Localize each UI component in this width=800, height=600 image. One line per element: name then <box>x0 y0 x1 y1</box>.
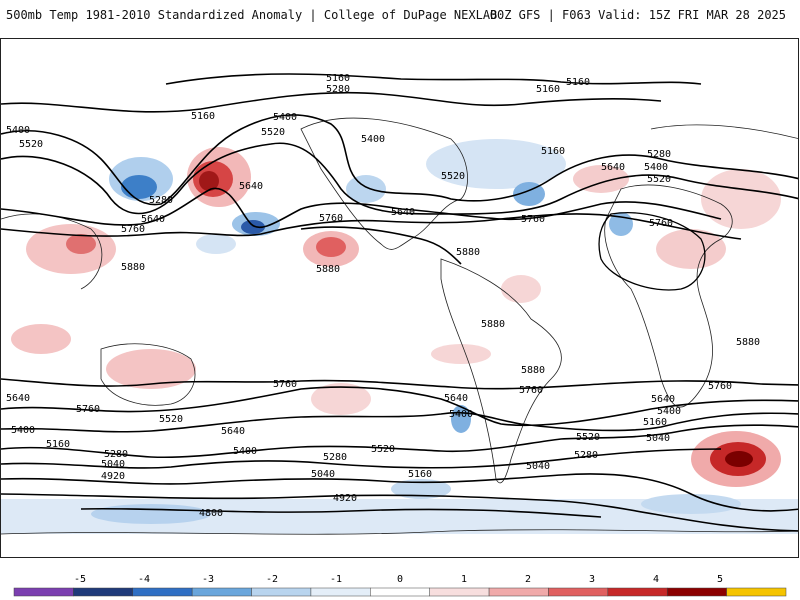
contour-label: 5520 <box>441 171 465 182</box>
contour-label: 5760 <box>273 379 297 390</box>
contour-label: 5160 <box>541 146 565 157</box>
contour-label: 5640 <box>221 426 245 437</box>
contour-label: 5640 <box>444 393 468 404</box>
contour-label: 5640 <box>601 162 625 173</box>
contour-label: 5160 <box>643 417 667 428</box>
contour-label: 5160 <box>408 469 432 480</box>
contour-label: 5640 <box>6 393 30 404</box>
colorbar-tick: -1 <box>330 574 342 585</box>
contour-label: 5520 <box>261 127 285 138</box>
contour-label: 5640 <box>239 181 263 192</box>
colorbar-swatch <box>488 587 549 597</box>
contour-label: 5280 <box>574 450 598 461</box>
contour-label: 5880 <box>521 365 545 376</box>
colorbar-tick: -2 <box>266 574 278 585</box>
colorbar-tick: 2 <box>525 574 531 585</box>
contour-label: 5400 <box>6 125 30 136</box>
contour-label: 5040 <box>646 433 670 444</box>
colorbar-swatch <box>251 587 312 597</box>
colorbar-swatch <box>191 587 252 597</box>
contour-label: 5160 <box>191 111 215 122</box>
contour-label: 5520 <box>19 139 43 150</box>
contour-label: 5880 <box>121 262 145 273</box>
contour-label: 5400 <box>449 409 473 420</box>
colorbar-tick: 3 <box>589 574 595 585</box>
contour-label: 5280 <box>149 195 173 206</box>
contour-label: 5640 <box>391 207 415 218</box>
colorbar-tick: 1 <box>461 574 467 585</box>
colorbar-swatch <box>310 587 371 597</box>
contour-label: 5280 <box>104 449 128 460</box>
contour-label: 5880 <box>736 337 760 348</box>
colorbar-swatches <box>13 587 787 597</box>
colorbar-swatch <box>548 587 609 597</box>
colorbar-tick: 0 <box>397 574 403 585</box>
contour-label: 5400 <box>233 446 257 457</box>
positive-anomaly-shading <box>11 147 781 487</box>
contour-label: 5400 <box>273 112 297 123</box>
contour-label: 5520 <box>159 414 183 425</box>
title-bar: 500mb Temp 1981-2010 Standardized Anomal… <box>0 0 800 38</box>
contour-label: 5520 <box>371 444 395 455</box>
contour-label: 5400 <box>657 406 681 417</box>
contour-label: 5400 <box>11 425 35 436</box>
contour-label: 5520 <box>576 432 600 443</box>
contour-label: 5160 <box>46 439 70 450</box>
contour-label: 5040 <box>311 469 335 480</box>
contour-label: 5880 <box>481 319 505 330</box>
contour-label: 5640 <box>651 394 675 405</box>
colorbar-swatch <box>726 587 787 597</box>
contour-label: 5400 <box>361 134 385 145</box>
map-title: 500mb Temp 1981-2010 Standardized Anomal… <box>6 8 498 22</box>
contour-label: 5040 <box>101 459 125 470</box>
contour-label: 5400 <box>644 162 668 173</box>
contour-label: 5280 <box>326 84 350 95</box>
contour-label: 5760 <box>708 381 732 392</box>
map-svg: 5160 5160 5280 5160 5160 5400 5520 5400 … <box>1 73 798 535</box>
contour-label: 5640 <box>141 214 165 225</box>
colorbar-swatch <box>132 587 193 597</box>
map-panel[interactable]: 5160 5160 5280 5160 5160 5400 5520 5400 … <box>0 38 799 558</box>
colorbar-tick: -5 <box>74 574 86 585</box>
height-contours <box>1 73 798 532</box>
contour-label: 5760 <box>121 224 145 235</box>
colorbar-swatch <box>429 587 490 597</box>
contour-label: 5280 <box>647 149 671 160</box>
contour-label: 5040 <box>526 461 550 472</box>
contour-label: 4920 <box>333 493 357 504</box>
coastlines <box>1 117 798 535</box>
colorbar-tick-labels: -5 -4 -3 -2 -1 0 1 2 3 4 5 <box>74 574 723 585</box>
contour-label: 5760 <box>649 218 673 229</box>
contour-label: 5760 <box>76 404 100 415</box>
contour-label: 5760 <box>521 214 545 225</box>
contour-label: 5760 <box>519 385 543 396</box>
colorbar-tick: -3 <box>202 574 214 585</box>
colorbar-swatch <box>666 587 727 597</box>
anomaly-colorbar: -5 -4 -3 -2 -1 0 1 2 3 4 5 <box>13 574 787 597</box>
contour-label: 5880 <box>316 264 340 275</box>
contour-label: 5280 <box>323 452 347 463</box>
contour-labels: 5160 5160 5280 5160 5160 5400 5520 5400 … <box>6 73 760 519</box>
contour-label: 5520 <box>647 174 671 185</box>
contour-label: 5160 <box>326 73 350 84</box>
contour-label: 4920 <box>101 471 125 482</box>
colorbar-swatch <box>73 587 134 597</box>
model-run-info: 00Z GFS | F063 Valid: 15Z FRI MAR 28 202… <box>489 8 786 22</box>
colorbar-tick: 5 <box>717 574 723 585</box>
contour-label: 4800 <box>199 508 223 519</box>
contour-label: 5160 <box>566 77 590 88</box>
colorbar-tick: 4 <box>653 574 659 585</box>
colorbar-tick: -4 <box>138 574 150 585</box>
contour-label: 5880 <box>456 247 480 258</box>
contour-label: 5760 <box>319 213 343 224</box>
contour-label: 5160 <box>536 84 560 95</box>
colorbar-swatch <box>370 587 430 597</box>
colorbar-swatch <box>13 587 74 597</box>
colorbar-swatch <box>607 587 668 597</box>
